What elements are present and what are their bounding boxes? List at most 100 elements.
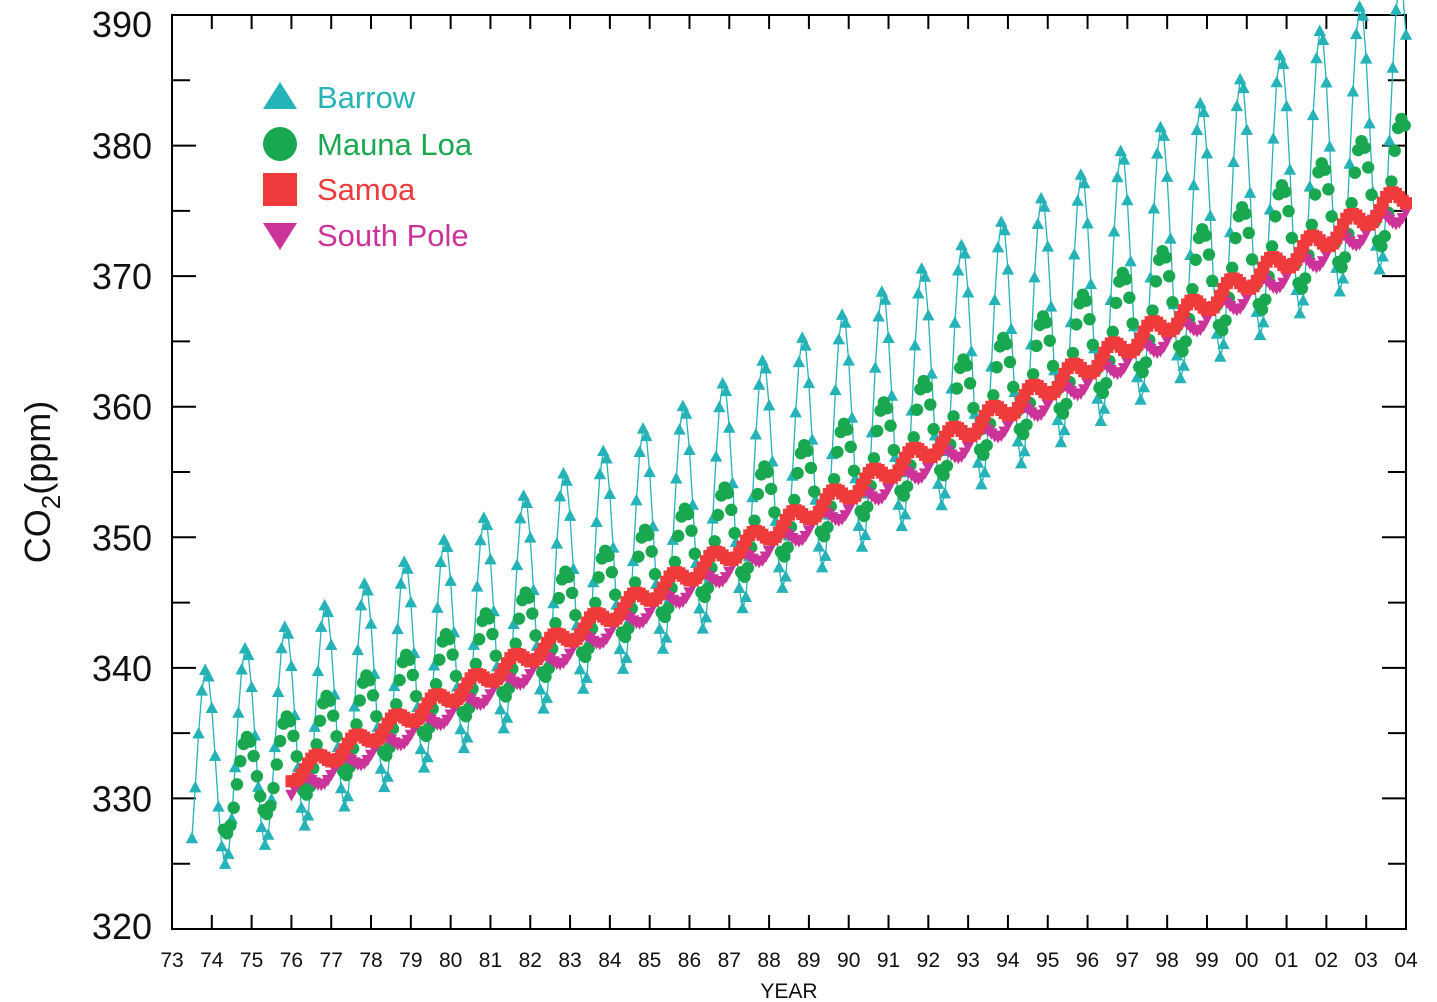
data-point: [427, 659, 441, 671]
data-point: [315, 620, 328, 632]
data-point: [1320, 76, 1333, 88]
x-tick-label: 78: [359, 949, 382, 972]
data-point: [600, 452, 613, 464]
data-point: [819, 549, 832, 561]
data-point: [433, 653, 446, 666]
data-point: [701, 581, 715, 595]
x-tick-label: 95: [1036, 949, 1059, 972]
data-point: [1166, 296, 1179, 309]
data-point: [414, 742, 427, 755]
data-point: [247, 749, 260, 763]
data-point: [1126, 317, 1139, 330]
data-point: [467, 638, 481, 650]
data-point: [449, 669, 463, 683]
data-point: [1194, 96, 1207, 109]
data-point: [1170, 349, 1184, 361]
data-point: [338, 799, 351, 812]
data-point: [844, 440, 857, 454]
data-point: [1030, 339, 1043, 353]
data-point: [922, 308, 935, 321]
legend-label: Barrow: [317, 80, 416, 115]
data-point: [1056, 407, 1070, 420]
data-point: [762, 399, 776, 411]
y-tick-label: 350: [92, 517, 152, 558]
data-point: [388, 679, 401, 692]
data-point: [673, 423, 686, 435]
data-point: [736, 601, 749, 614]
data-point: [560, 474, 573, 486]
data-point: [696, 622, 709, 634]
data-point: [1233, 72, 1247, 85]
data-point: [1086, 338, 1100, 351]
data-point: [792, 355, 806, 368]
data-point: [1157, 129, 1171, 141]
data-point: [298, 819, 311, 831]
y-axis-title-subscript: 2: [36, 495, 66, 509]
data-point: [827, 472, 841, 486]
data-point: [1358, 141, 1372, 154]
data-point: [910, 403, 924, 416]
data-point: [799, 339, 812, 351]
data-point: [1200, 146, 1214, 159]
data-point: [708, 535, 721, 548]
data-point: [1310, 51, 1323, 64]
data-point: [1034, 191, 1048, 204]
x-tick-label: 77: [320, 949, 343, 972]
data-point: [1162, 269, 1176, 283]
data-point: [589, 596, 602, 610]
data-point: [1267, 132, 1280, 144]
data-point: [350, 718, 363, 731]
data-point: [1060, 397, 1073, 411]
data-point: [381, 770, 394, 782]
data-point: [228, 760, 242, 773]
data-point: [205, 701, 219, 714]
data-point: [801, 444, 814, 457]
data-point: [444, 574, 457, 586]
data-point: [403, 653, 416, 666]
data-point: [1005, 322, 1018, 335]
data-point: [250, 770, 264, 783]
data-point: [751, 487, 765, 501]
data-point: [713, 400, 726, 413]
data-point: [1245, 253, 1259, 266]
data-point: [537, 702, 550, 714]
data-point: [1282, 204, 1295, 218]
data-point: [565, 586, 579, 600]
data-point: [1229, 231, 1242, 245]
data-point: [1280, 99, 1293, 112]
data-point: [965, 344, 978, 357]
data-point: [640, 429, 653, 442]
data-point: [461, 731, 474, 743]
data-point: [759, 361, 772, 374]
data-point: [1345, 197, 1358, 210]
series-layer: [185, 0, 1413, 869]
data-point: [1186, 283, 1199, 296]
data-point: [633, 445, 646, 457]
data-point: [885, 389, 899, 401]
data-point: [393, 673, 406, 687]
data-point: [1134, 393, 1147, 405]
data-point: [270, 758, 284, 771]
data-point: [569, 608, 582, 622]
data-point: [772, 560, 786, 573]
data-point: [431, 601, 444, 613]
data-point: [351, 643, 364, 656]
data-point: [308, 720, 321, 732]
data-point: [622, 622, 635, 635]
data-point: [1137, 380, 1151, 393]
data-point: [218, 857, 232, 869]
data-point: [1083, 313, 1096, 326]
x-tick-label: 92: [917, 949, 940, 972]
data-point: [446, 648, 459, 661]
data-point: [227, 801, 240, 814]
data-point: [1070, 318, 1083, 331]
data-point: [1376, 249, 1389, 262]
data-point: [1305, 218, 1318, 232]
data-point: [549, 617, 562, 630]
data-point: [590, 515, 603, 528]
data-point: [470, 580, 484, 592]
x-tick-label: 85: [638, 949, 661, 972]
data-point: [1026, 368, 1040, 381]
data-point: [672, 529, 685, 543]
